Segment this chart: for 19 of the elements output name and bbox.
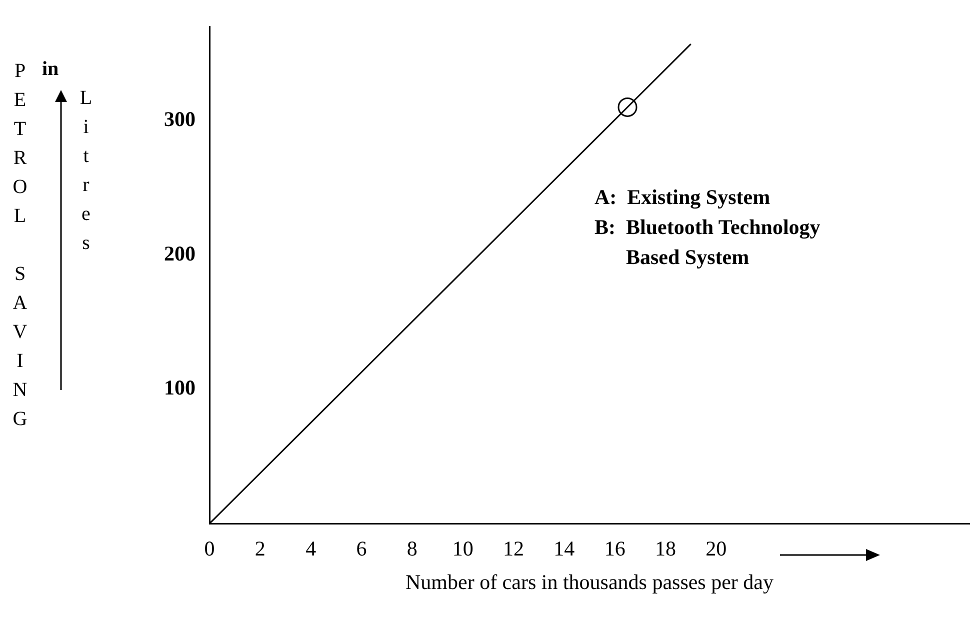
- y-tick-label: 200: [164, 241, 196, 266]
- annotation: Based System: [594, 244, 750, 269]
- y-tick-label: 300: [164, 107, 196, 132]
- x-tick-label: 6: [356, 536, 367, 561]
- x-tick-label: 12: [503, 536, 524, 561]
- annotation: B: Bluetooth Technology: [594, 214, 821, 239]
- x-tick-label: 14: [554, 536, 576, 561]
- x-tick-label: 18: [655, 536, 676, 561]
- annotation: A: Existing System: [594, 184, 771, 209]
- x-tick-label: 0: [204, 536, 215, 561]
- y-tick-label: 100: [164, 376, 196, 400]
- x-tick-label: 4: [306, 536, 317, 561]
- x-tick-label: 8: [406, 536, 418, 561]
- x-axis-title: Number of cars in thousands passes per day: [406, 570, 774, 594]
- x-tick-label: 2: [254, 536, 266, 561]
- y-axis-title: PETROL SAVING in Litres: [9, 58, 97, 437]
- x-tick-label: 16: [604, 536, 626, 561]
- x-tick-label: 20: [706, 536, 727, 561]
- x-tick-label: 10: [452, 536, 474, 561]
